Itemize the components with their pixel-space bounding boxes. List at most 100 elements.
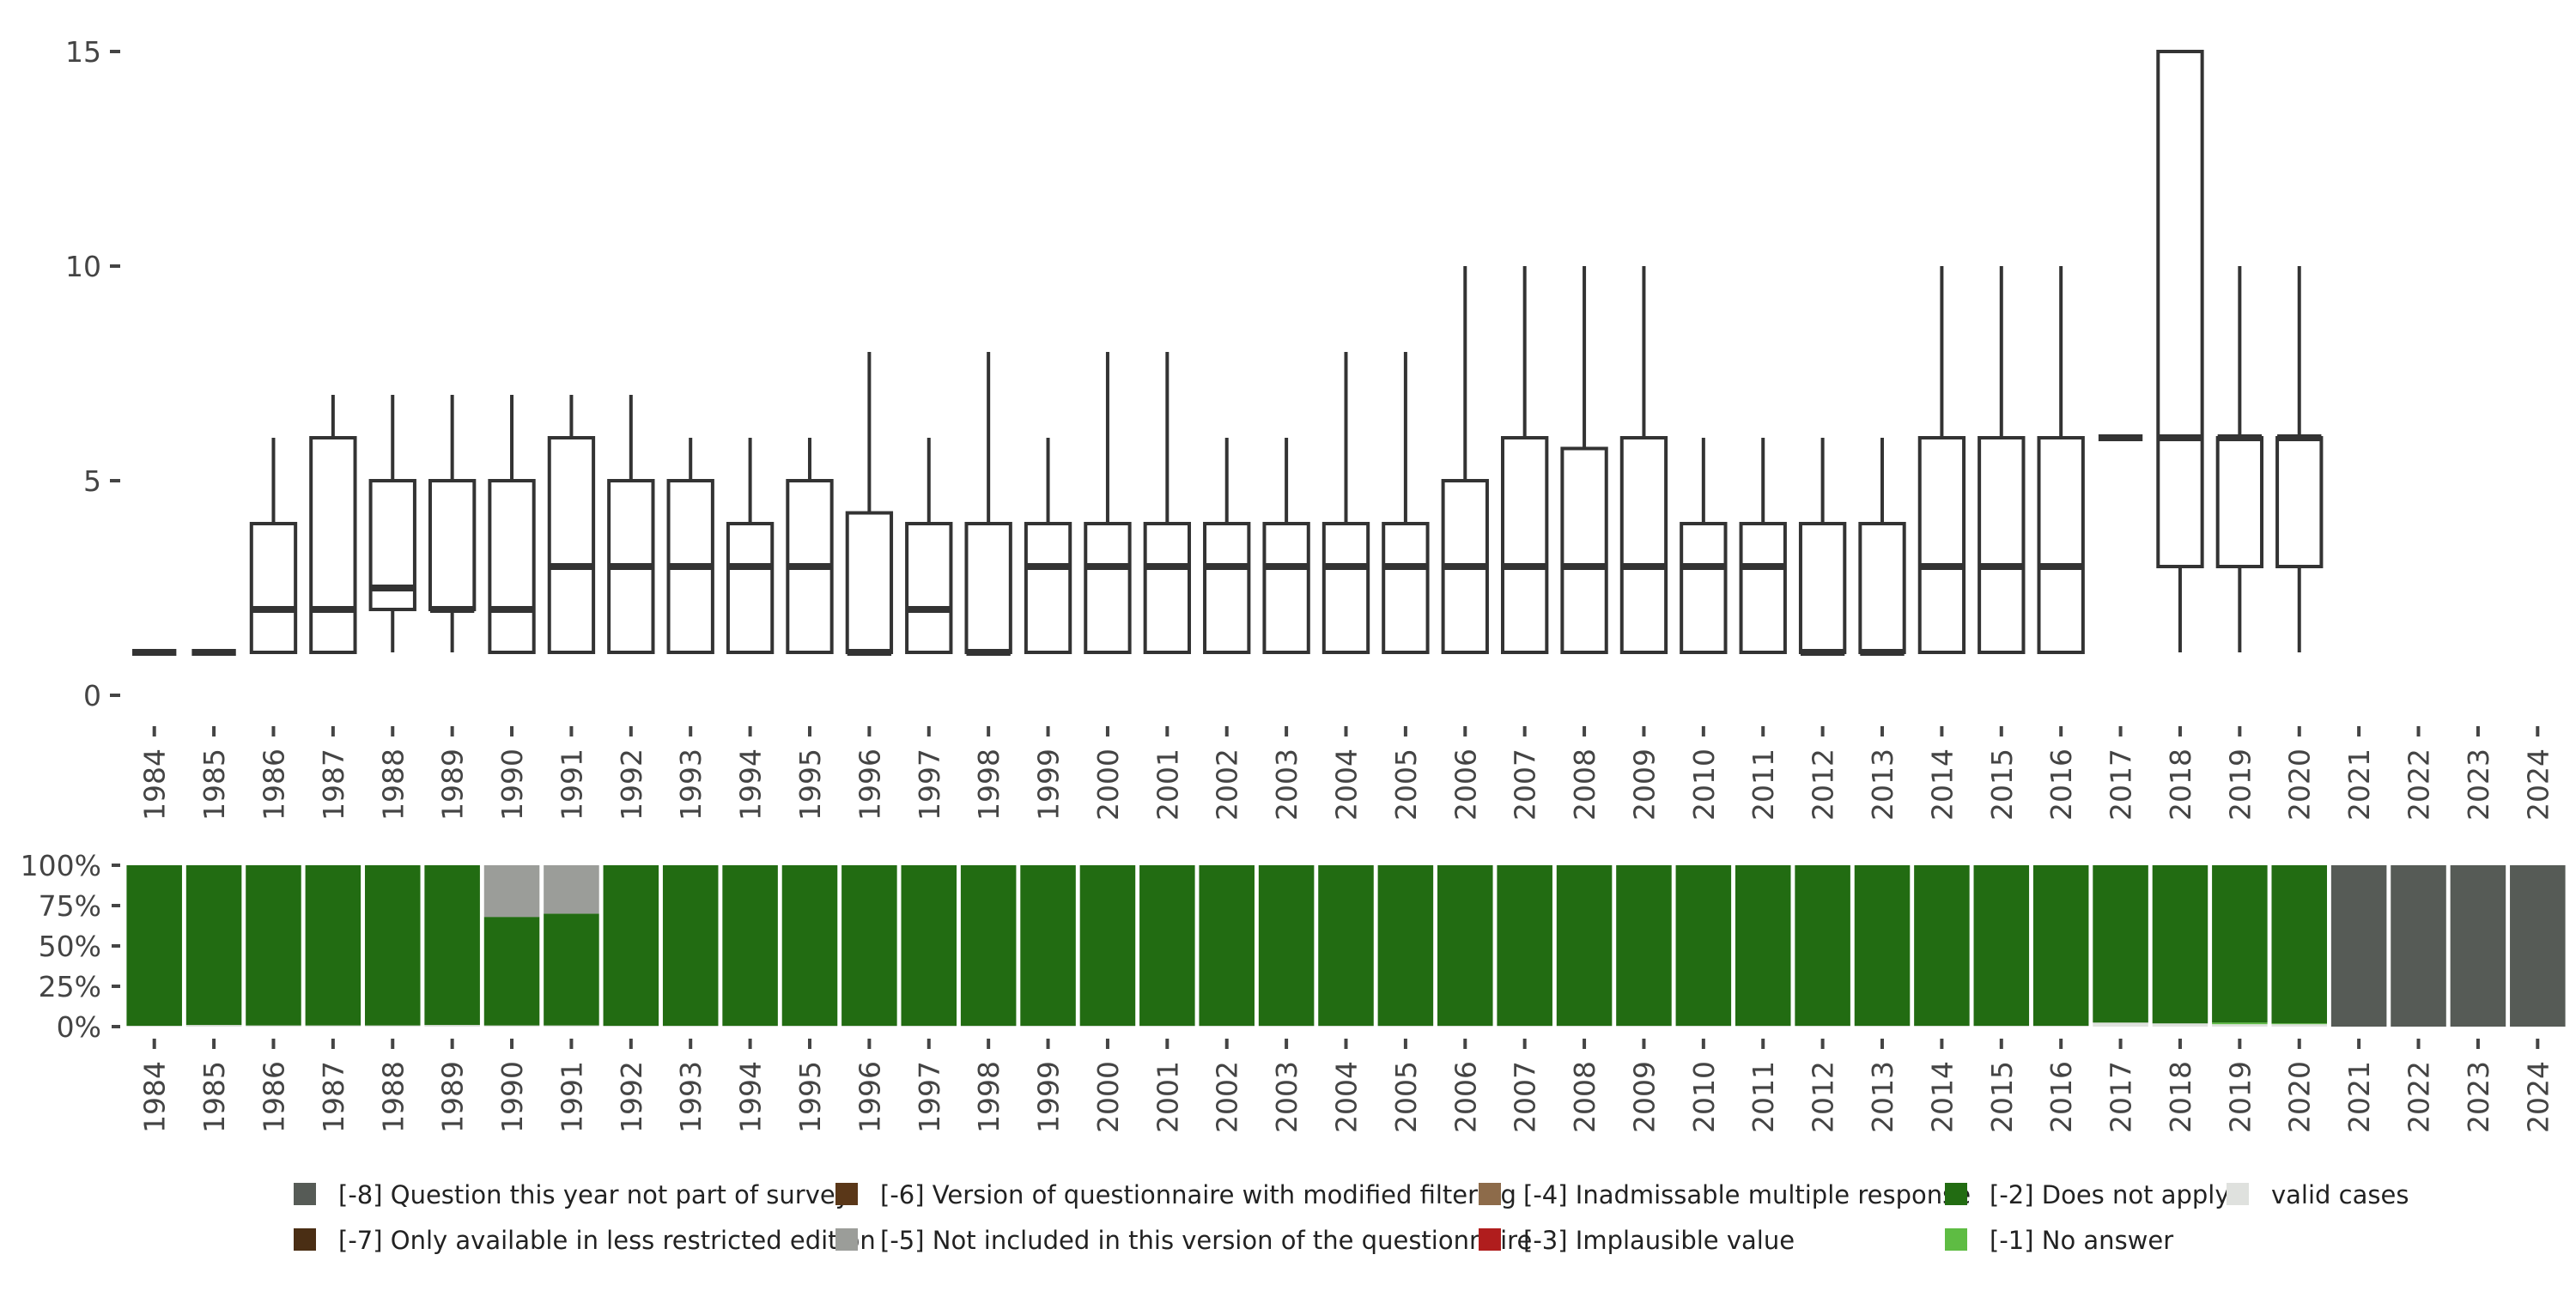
bar-segment: [901, 1026, 957, 1027]
legend-swatch: [1945, 1228, 1967, 1251]
x-tick-label: 2008: [1568, 749, 1601, 821]
bar-segment: [2032, 865, 2089, 1027]
bar-segment: [1079, 1026, 1136, 1027]
bar-segment: [1020, 1026, 1076, 1027]
bar-segment: [1914, 1026, 1970, 1027]
x-tick-label: 2015: [1985, 749, 2019, 821]
legend-label: [-7] Only available in less restricted e…: [338, 1226, 876, 1255]
y-tick-label: 100%: [21, 849, 101, 882]
x-tick-label: 1988: [376, 1061, 410, 1133]
bar-segment: [1079, 865, 1136, 1027]
bar-segment: [424, 865, 480, 1026]
bar-segment: [185, 865, 242, 1026]
legend-swatch: [1479, 1183, 1501, 1205]
y-tick-label: 15: [65, 35, 101, 69]
x-tick-label: 2004: [1330, 1061, 1364, 1133]
x-tick-label: 2023: [2462, 1061, 2495, 1133]
box-2019: [2215, 436, 2264, 568]
legend-label: [-4] Inadmissable multiple response: [1523, 1180, 1971, 1209]
y-tick-label: 5: [83, 464, 101, 498]
x-tick-label: 1986: [257, 749, 290, 821]
x-tick-label: 1988: [376, 749, 410, 821]
box-1997: [905, 522, 953, 654]
box-2001: [1143, 522, 1192, 654]
x-tick-label: 2021: [2342, 749, 2376, 821]
bar-segment: [1556, 865, 1613, 1027]
legend-label: [-8] Question this year not part of surv…: [338, 1180, 850, 1209]
box-1987: [309, 436, 357, 654]
x-tick-label: 2019: [2223, 749, 2257, 821]
bar-segment: [1258, 1026, 1315, 1027]
bar-segment: [960, 865, 1017, 1027]
x-tick-label: 1997: [913, 749, 946, 821]
x-tick-label: 1995: [793, 749, 827, 821]
x-tick-label: 2000: [1091, 749, 1125, 821]
y-tick-label: 10: [65, 250, 101, 283]
bar-segment: [544, 913, 599, 1026]
box-2010: [1680, 522, 1728, 654]
legend-label: valid cases: [2271, 1180, 2409, 1209]
x-tick-label: 2011: [1747, 1061, 1780, 1133]
x-tick-label: 2022: [2403, 1061, 2436, 1133]
bar-segment: [960, 1026, 1017, 1027]
x-tick-label: 2003: [1270, 1061, 1303, 1133]
box-1986: [249, 522, 298, 654]
x-tick-label: 2009: [1627, 1061, 1661, 1133]
legend-label: [-6] Version of questionnaire with modif…: [880, 1180, 1516, 1209]
box-2015: [1978, 436, 2026, 654]
y-tick-label: 0%: [57, 1010, 101, 1044]
bar-segment: [1854, 865, 1911, 1027]
x-tick-label: 1998: [972, 1061, 1005, 1133]
x-tick-label: 1994: [734, 1061, 768, 1133]
legend-swatch: [1479, 1228, 1501, 1251]
bar-segment: [305, 1025, 361, 1027]
bar-segment: [483, 1025, 540, 1027]
bar-segment: [603, 865, 659, 1027]
bar-segment: [246, 1025, 301, 1027]
bar-segment: [2271, 1024, 2328, 1027]
bar-segment: [1854, 1026, 1911, 1027]
x-tick-label: 1985: [197, 749, 231, 821]
box-2003: [1262, 522, 1310, 654]
x-tick-label: 1990: [495, 1061, 529, 1133]
x-tick-label: 2019: [2223, 1061, 2257, 1133]
x-tick-label: 1992: [615, 1061, 648, 1133]
x-tick-label: 2018: [2164, 1061, 2197, 1133]
bar-segment: [1437, 1026, 1493, 1027]
box-2011: [1739, 522, 1787, 654]
legend-label: [-1] No answer: [1990, 1226, 2173, 1255]
legend-swatch: [835, 1228, 858, 1251]
x-tick-label: 2013: [1866, 749, 1899, 821]
box-2005: [1382, 522, 1430, 654]
bar-segment: [1914, 865, 1970, 1027]
x-tick-label: 2002: [1211, 1061, 1244, 1133]
x-tick-label: 2000: [1091, 1061, 1125, 1133]
x-tick-label: 1986: [257, 1061, 290, 1133]
bar-segment: [544, 1025, 599, 1027]
bar-segment: [483, 865, 540, 918]
legend-label: [-2] Does not apply: [1990, 1180, 2230, 1209]
bar-segment: [2271, 865, 2328, 1024]
bar-segment: [1795, 865, 1850, 1027]
y-tick-label: 25%: [39, 970, 101, 1003]
legend-label: [-5] Not included in this version of the…: [880, 1226, 1532, 1255]
box-2000: [1084, 522, 1132, 654]
bar-segment: [781, 865, 838, 1027]
x-tick-label: 2020: [2283, 1061, 2317, 1133]
x-tick-label: 2016: [2044, 1061, 2078, 1133]
bar-segment: [305, 865, 361, 1026]
x-tick-label: 1998: [972, 749, 1005, 821]
bar-segment: [126, 1026, 182, 1027]
box-2013: [1858, 522, 1906, 654]
bar-segment: [1377, 865, 1434, 1027]
bar-segment: [364, 1025, 421, 1027]
x-tick-label: 1994: [734, 749, 768, 821]
x-tick-label: 2016: [2044, 749, 2078, 821]
legend: [-8] Question this year not part of surv…: [294, 1180, 2409, 1255]
box-1998: [964, 522, 1012, 654]
x-tick-label: 2017: [2105, 749, 2138, 821]
x-tick-label: 2024: [2521, 749, 2555, 821]
x-tick-label: 1996: [853, 749, 886, 821]
x-tick-label: 2013: [1866, 1061, 1899, 1133]
